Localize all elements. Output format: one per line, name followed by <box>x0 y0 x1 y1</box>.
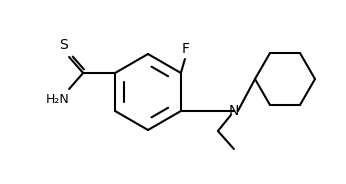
Text: S: S <box>59 38 67 52</box>
Text: N: N <box>229 104 239 118</box>
Text: F: F <box>182 42 190 56</box>
Text: H₂N: H₂N <box>46 93 70 106</box>
